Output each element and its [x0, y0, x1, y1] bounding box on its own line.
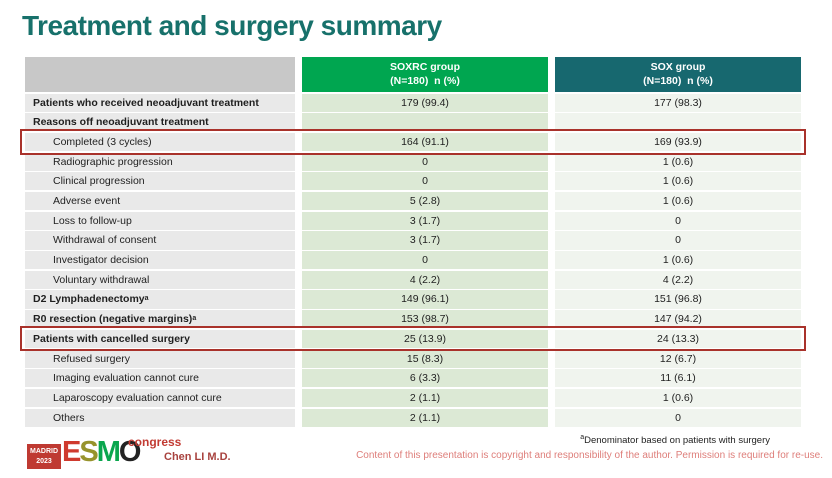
soxrc-value: 149 (96.1) — [302, 290, 548, 309]
esmo-letter-e: E — [62, 436, 81, 468]
row-label: Patients with cancelled surgery — [25, 329, 295, 348]
sox-value — [555, 113, 801, 132]
soxrc-value: 15 (8.3) — [302, 349, 548, 368]
sox-value: 1 (0.6) — [555, 172, 801, 191]
soxrc-value: 5 (2.8) — [302, 191, 548, 211]
esmo-letter-o: O — [118, 436, 142, 468]
soxrc-group-sub: (N=180) n (%) — [390, 74, 460, 87]
sox-value: 169 (93.9) — [555, 132, 801, 152]
sox-group-sub: (N=180) n (%) — [643, 74, 713, 87]
soxrc-value: 0 — [302, 152, 548, 171]
row-label: Investigator decision — [25, 251, 295, 270]
sox-value: 4 (2.2) — [555, 270, 801, 289]
row-label: Reasons off neoadjuvant treatment — [25, 113, 295, 132]
sox-value: 12 (6.7) — [555, 349, 801, 368]
row-label: Completed (3 cycles) — [25, 132, 295, 152]
footnote-superscript: a — [580, 434, 585, 441]
header-empty-cell — [25, 57, 295, 92]
page-title: Treatment and surgery summary — [22, 10, 442, 41]
soxrc-value — [302, 113, 548, 132]
table-rows: Patients who received neoadjuvant treatm… — [20, 93, 806, 427]
sox-value: 0 — [555, 211, 801, 230]
sox-value: 1 (0.6) — [555, 152, 801, 171]
soxrc-value: 3 (1.7) — [302, 231, 548, 250]
esmo-letter-m: M — [96, 436, 121, 468]
esmo-logo: ESMO — [62, 436, 142, 468]
table-row: Investigator decision 0 1 (0.6) — [25, 251, 801, 270]
soxrc-value: 0 — [302, 172, 548, 191]
row-label: Adverse event — [25, 191, 295, 211]
sox-value: 1 (0.6) — [555, 251, 801, 270]
table-header-row: SOXRC group (N=180) n (%) SOX group (N=1… — [25, 57, 801, 92]
soxrc-value: 153 (98.7) — [302, 310, 548, 329]
row-label: Imaging evaluation cannot cure — [25, 369, 295, 388]
sox-value: 1 (0.6) — [555, 388, 801, 407]
soxrc-value: 25 (13.9) — [302, 329, 548, 348]
table-row: Others 2 (1.1) 0 — [25, 408, 801, 427]
soxrc-value: 0 — [302, 251, 548, 270]
sox-group-name: SOX group — [650, 60, 706, 73]
sox-value: 177 (98.3) — [555, 93, 801, 112]
soxrc-value: 179 (99.4) — [302, 93, 548, 112]
row-label: Withdrawal of consent — [25, 231, 295, 250]
row-label: Refused surgery — [25, 349, 295, 368]
row-label: Voluntary withdrawal — [25, 270, 295, 289]
row-label: Others — [25, 408, 295, 427]
badge-year: 2023 — [36, 457, 52, 465]
sox-value: 0 — [555, 231, 801, 250]
table-row: Adverse event 5 (2.8) 1 (0.6) — [25, 191, 801, 211]
soxrc-value: 4 (2.2) — [302, 270, 548, 289]
table-row: Withdrawal of consent 3 (1.7) 0 — [25, 231, 801, 250]
row-label: Loss to follow-up — [25, 211, 295, 230]
table-row: Clinical progression 0 1 (0.6) — [25, 172, 801, 191]
table-row: Reasons off neoadjuvant treatment — [25, 113, 801, 132]
sox-value: 147 (94.2) — [555, 310, 801, 329]
copyright-notice: Content of this presentation is copyrigh… — [356, 450, 823, 461]
soxrc-value: 2 (1.1) — [302, 408, 548, 427]
sox-value: 151 (96.8) — [555, 290, 801, 309]
soxrc-value: 3 (1.7) — [302, 211, 548, 230]
sox-value: 24 (13.3) — [555, 329, 801, 348]
presenter-name: Chen LI M.D. — [164, 451, 231, 463]
table-row: Imaging evaluation cannot cure 6 (3.3) 11 … — [25, 369, 801, 388]
table-row: D2 Lymphadenectomy a 149 (96.1) 151 (96.8) — [25, 290, 801, 309]
soxrc-group-name: SOXRC group — [390, 60, 460, 73]
esmo-letter-s: S — [79, 436, 98, 468]
table-row: Refused surgery 15 (8.3) 12 (6.7) — [25, 349, 801, 368]
summary-table: SOXRC group (N=180) n (%) SOX group (N=1… — [20, 57, 806, 427]
sox-value: 11 (6.1) — [555, 369, 801, 388]
table-row: Loss to follow-up 3 (1.7) 0 — [25, 211, 801, 230]
soxrc-value: 6 (3.3) — [302, 369, 548, 388]
table-row-highlighted: Completed (3 cycles) 164 (91.1) 169 (93.9) — [20, 129, 806, 155]
row-label: Laparoscopy evaluation cannot cure — [25, 388, 295, 407]
header-sox-group: SOX group (N=180) n (%) — [555, 57, 801, 92]
table-row-highlighted: Patients with cancelled surgery 25 (13.9)… — [20, 326, 806, 352]
footnote-text: Denominator based on patients with surge… — [584, 435, 770, 447]
congress-label: congress — [128, 435, 182, 449]
row-label: Clinical progression — [25, 172, 295, 191]
row-label: Radiographic progression — [25, 152, 295, 171]
table-row: Voluntary withdrawal 4 (2.2) 4 (2.2) — [25, 270, 801, 289]
sox-value: 1 (0.6) — [555, 191, 801, 211]
row-label: D2 Lymphadenectomy a — [25, 290, 295, 309]
table-row: Radiographic progression 0 1 (0.6) — [25, 152, 801, 171]
soxrc-value: 2 (1.1) — [302, 388, 548, 407]
table-row: R0 resection (negative margins) a 153 (98.… — [25, 310, 801, 329]
table-row: Patients who received neoadjuvant treatm… — [25, 93, 801, 112]
sox-value: 0 — [555, 408, 801, 427]
madrid-2023-badge: MADRID 2023 — [27, 444, 61, 469]
table-row: Laparoscopy evaluation cannot cure 2 (1.1… — [25, 388, 801, 407]
soxrc-value: 164 (91.1) — [302, 132, 548, 152]
row-label: R0 resection (negative margins) a — [25, 310, 295, 329]
row-label: Patients who received neoadjuvant treatm… — [25, 93, 295, 112]
badge-city: MADRID — [30, 448, 58, 456]
header-soxrc-group: SOXRC group (N=180) n (%) — [302, 57, 548, 92]
table-footnote: aDenominator based on patients with surg… — [580, 434, 770, 446]
